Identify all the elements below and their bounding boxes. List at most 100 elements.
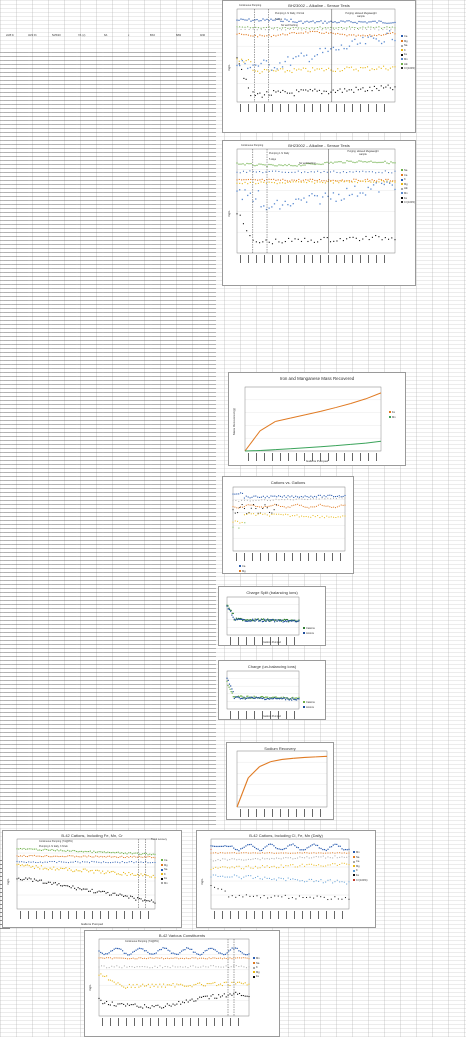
chart-2[interactable]: BH23002 – Alkaline - Sensor Tests mg/L C… <box>222 140 416 286</box>
chart-7[interactable]: Sodium Recovery <box>226 742 334 820</box>
fe-point <box>288 237 290 239</box>
k-point <box>305 67 307 70</box>
mg-point <box>244 982 246 984</box>
k-point <box>339 70 341 72</box>
mn-point <box>236 64 238 67</box>
na-point <box>338 161 340 163</box>
mg-point <box>123 986 125 988</box>
mn-point <box>238 527 240 529</box>
header-cell[interactable]: 2/28 hr <box>6 34 15 37</box>
ca-point <box>35 848 37 850</box>
mg-point <box>236 865 238 867</box>
cations-point <box>267 696 269 698</box>
k-point <box>283 878 285 880</box>
legend-label: Mn <box>256 957 260 960</box>
na-point <box>281 499 283 501</box>
header-cell[interactable]: 7/1 (c) <box>78 34 86 37</box>
header-cell[interactable]: 5/25/20 <box>52 34 61 37</box>
anions-point <box>283 697 285 699</box>
ca-point <box>244 19 246 21</box>
fe-point <box>130 1004 132 1006</box>
legend-swatch <box>253 961 255 964</box>
mn-point <box>257 65 260 67</box>
k-point <box>121 874 123 876</box>
header-cell[interactable]: 9/40 <box>200 34 206 37</box>
mg-point <box>114 856 116 858</box>
anions-point <box>256 618 259 621</box>
mg-point <box>95 855 97 857</box>
ca-point <box>290 857 292 859</box>
fe-point <box>241 68 243 70</box>
x-tick-label <box>256 104 257 112</box>
spreadsheet-header-row[interactable]: 2/28 hr 3/23 hh 5/25/20 7/1 (c) 6/1 x BX… <box>0 28 216 48</box>
ca-point <box>364 179 366 181</box>
ca-point <box>321 496 323 498</box>
k-point <box>291 71 293 74</box>
chart-3[interactable]: Iron and Manganese Mass Recovered Mass R… <box>228 372 406 466</box>
ca-point <box>258 20 260 22</box>
k-point <box>224 876 226 878</box>
na-point <box>128 958 130 960</box>
anions-point <box>281 619 283 621</box>
header-cell[interactable]: 6/1 <box>104 34 108 37</box>
header-cell[interactable]: 3/23 hh <box>28 34 37 37</box>
mg-point <box>259 506 261 508</box>
fe-point <box>364 90 366 92</box>
fe-point <box>279 91 282 93</box>
k-point <box>93 872 95 874</box>
fe-point <box>106 1000 108 1003</box>
header-cell[interactable]: x <box>128 34 130 37</box>
anions-point <box>238 697 240 699</box>
fe-point <box>253 504 255 506</box>
mn-point <box>131 861 133 863</box>
mn-point <box>336 843 338 846</box>
mn-point <box>184 948 186 951</box>
data-table[interactable] <box>0 52 216 828</box>
ca-point <box>276 18 278 20</box>
na-point <box>274 165 276 167</box>
mg-point <box>236 33 238 35</box>
chart-1[interactable]: BH23002 – Alkaline - Sensor Tests mg/L C… <box>222 0 416 133</box>
mg-point <box>131 856 133 858</box>
mn-point <box>220 845 223 847</box>
k-point <box>238 876 240 878</box>
chart-8-legend: Ca Mg Na K Fe Mn <box>161 859 168 887</box>
chart-10[interactable]: B-42 Various Constituents mg/L Continuou… <box>84 930 280 1037</box>
k-point <box>116 873 118 875</box>
mg-point <box>309 31 311 33</box>
alk-point <box>332 27 334 29</box>
fe-point <box>32 880 34 882</box>
mn-point <box>215 845 217 848</box>
k-point <box>339 881 341 883</box>
k-point <box>294 878 296 880</box>
ca-point <box>140 853 142 856</box>
k-point <box>215 966 217 968</box>
alk-point <box>342 171 344 173</box>
mg-point <box>298 504 300 506</box>
mn-point <box>271 69 273 71</box>
fe-point <box>40 879 43 881</box>
mg-point <box>335 180 337 182</box>
x-tick-label <box>294 637 295 645</box>
chart-8[interactable]: B-42 Cations, Including Fe, Mn, Cr mg/L … <box>2 830 182 928</box>
chart-5[interactable]: Charge Split (balancing ions) Gallons Pu… <box>218 586 326 646</box>
na-point <box>390 161 392 163</box>
chart-6[interactable]: Charge (un-balancing ions) Gallons Pumpe… <box>218 660 326 720</box>
chart-9[interactable]: B-42 Cations, Including Cl, Fe, Mn (Dail… <box>196 830 376 928</box>
mn-point <box>107 862 109 864</box>
na-point <box>107 957 109 959</box>
k-point <box>18 863 20 865</box>
na-point <box>252 500 254 502</box>
na-point <box>341 28 343 30</box>
k-point <box>332 882 334 884</box>
anions-point <box>227 679 229 681</box>
mg-point <box>300 32 302 34</box>
header-cell[interactable]: 8/82 <box>176 34 182 37</box>
x-tick-label <box>142 1018 143 1026</box>
header-cell[interactable]: BX2 <box>150 34 155 37</box>
cations-point <box>295 697 297 699</box>
cations-point <box>252 697 254 699</box>
na-point <box>229 957 231 959</box>
cations-point <box>261 618 264 621</box>
